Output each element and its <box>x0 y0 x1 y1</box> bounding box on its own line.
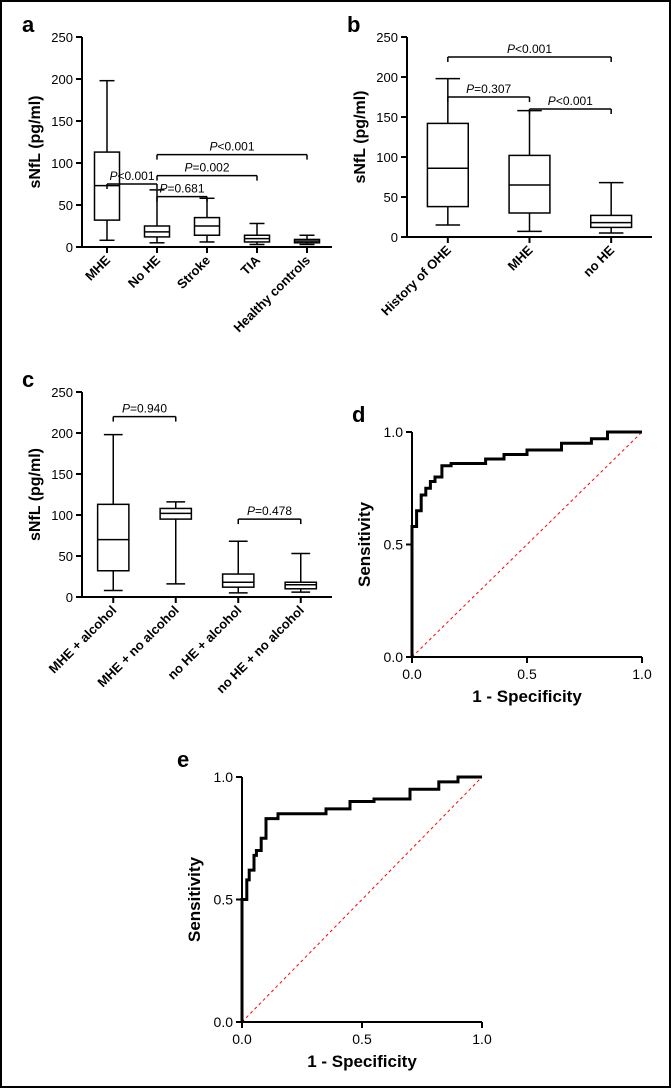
panel-label: c <box>22 367 34 392</box>
x-tick-label: MHE <box>505 242 536 273</box>
panel-c: c050100150200250sNfL (pg/ml)MHE + alcoho… <box>12 362 342 732</box>
y-tick-label: 1.0 <box>214 769 234 785</box>
pvalue-label: P=0.478 <box>247 504 292 518</box>
panel-d: d 0.00.0 0.5 0.5 1.0 1.0 1 - Specificity Sensit… <box>342 397 662 717</box>
pvalue-label: P=0.002 <box>184 161 229 175</box>
y-axis-label: sNfL (pg/ml) <box>27 95 44 188</box>
y-tick-label: 0.5 <box>214 892 234 908</box>
figure-frame: a 0 50 100 150 200 250 sNfL (pg/ml) MHE No HE Stro… <box>0 0 671 1088</box>
x-axis-label: 1 - Specificity <box>307 1052 417 1071</box>
y-tick-label: 150 <box>376 110 398 125</box>
y-tick-label: 200 <box>51 72 73 87</box>
box <box>98 504 129 570</box>
y-tick-label: 150 <box>51 114 73 129</box>
y-tick-label: 100 <box>51 508 73 523</box>
box <box>591 215 632 227</box>
x-tick-label: MHE <box>82 252 113 283</box>
y-tick-label: 50 <box>59 549 73 564</box>
roc-curve <box>242 777 482 1022</box>
y-axis-label: Sensitivity <box>355 501 374 587</box>
box <box>285 582 316 589</box>
pvalue-label: P=0.681 <box>159 182 204 196</box>
x-tick-label: 1.0 <box>632 666 652 682</box>
y-axis-label: Sensitivity <box>185 856 204 942</box>
y-tick-label: 100 <box>376 150 398 165</box>
box <box>223 574 254 587</box>
pvalue-label: P=0.307 <box>466 82 511 96</box>
y-tick-label: 0.0 <box>214 1014 234 1030</box>
y-axis-label: sNfL (pg/ml) <box>27 448 44 541</box>
y-tick-label: 250 <box>51 30 73 45</box>
y-tick-label: 200 <box>376 70 398 85</box>
y-tick-label: 250 <box>376 30 398 45</box>
y-tick-label: 250 <box>51 385 73 400</box>
pvalue-label: P<0.001 <box>109 169 154 183</box>
y-tick-label: 150 <box>51 467 73 482</box>
x-tick-label: 0.0 <box>232 1031 252 1047</box>
x-tick-label: 0.5 <box>517 666 537 682</box>
pvalue-label: P<0.001 <box>548 94 593 108</box>
y-tick-label: 0 <box>391 230 398 245</box>
panel-label: b <box>347 12 360 37</box>
y-tick-label: 50 <box>59 198 73 213</box>
y-tick-label: 200 <box>51 426 73 441</box>
x-tick-label: No HE <box>125 252 163 290</box>
y-tick-label: 0.0 <box>384 649 404 665</box>
x-tick-label: no HE <box>580 242 617 279</box>
x-axis-label: 1 - Specificity <box>472 687 582 706</box>
panel-a: a 0 50 100 150 200 250 sNfL (pg/ml) MHE No HE Stro… <box>12 7 342 357</box>
x-tick-label: History of OHE <box>378 242 454 318</box>
x-tick-label: Stroke <box>174 253 213 292</box>
box <box>509 155 550 213</box>
y-tick-label: 0 <box>66 590 73 605</box>
y-tick-label: 0.5 <box>384 537 404 553</box>
y-tick-label: 50 <box>384 190 398 205</box>
x-tick-label: TIA <box>238 252 264 278</box>
y-axis-label: sNfL (pg/ml) <box>352 90 369 183</box>
box <box>427 123 468 206</box>
pvalue-label: P<0.001 <box>507 42 552 56</box>
x-tick-label: 1.0 <box>472 1031 492 1047</box>
panel-label: d <box>352 402 365 427</box>
panel-b: b 0 50 100 150 200 250 sNfL (pg/ml) History of O… <box>337 7 667 357</box>
panel-label: a <box>22 12 35 37</box>
panel-label: e <box>177 747 189 772</box>
panel-e: e 0.00.0 0.5 0.5 1.0 1.0 1 - Specificity Sensit… <box>167 742 507 1082</box>
x-tick-label: 0.0 <box>402 666 422 682</box>
y-tick-label: 100 <box>51 156 73 171</box>
pvalue-label: P=0.940 <box>122 402 167 416</box>
pvalue-label: P<0.001 <box>209 140 254 154</box>
y-tick-label: 1.0 <box>384 424 404 440</box>
x-tick-label: 0.5 <box>352 1031 372 1047</box>
y-tick-label: 0 <box>66 240 73 255</box>
